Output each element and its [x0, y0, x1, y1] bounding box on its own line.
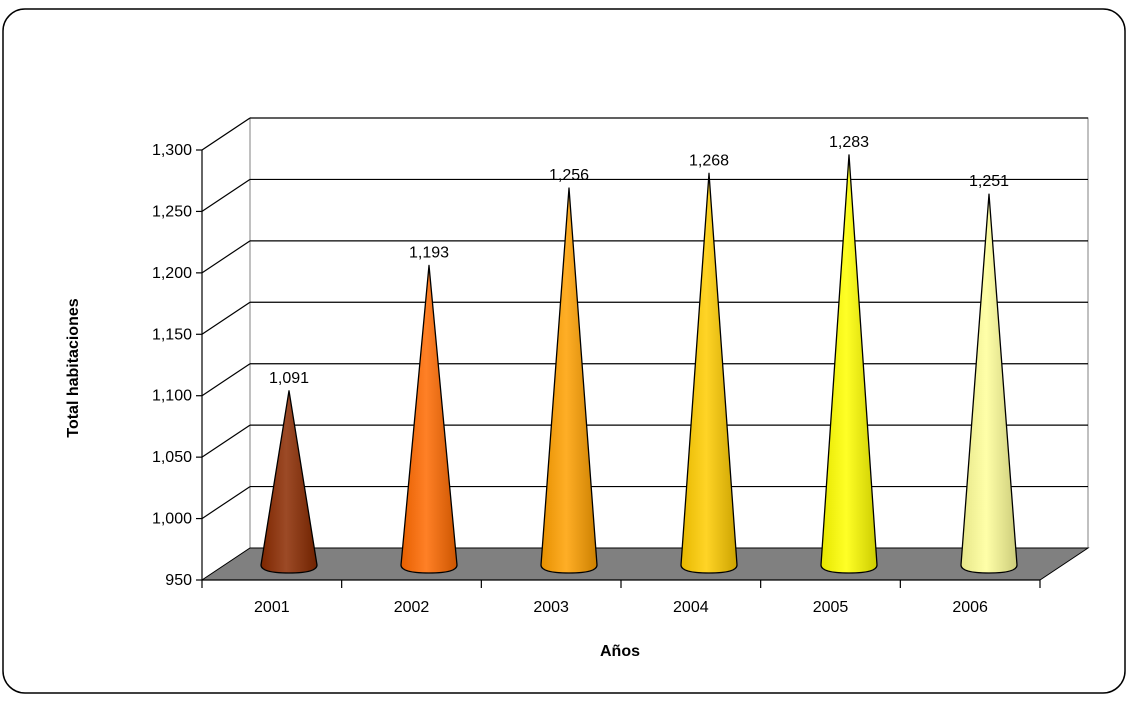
- y-tick-label: 1,300: [152, 142, 192, 159]
- x-tick-label: 2004: [673, 599, 709, 616]
- x-tick-label: 2005: [813, 599, 849, 616]
- y-axis-title: Total habitaciones: [65, 298, 82, 437]
- y-tick-label: 1,100: [152, 388, 192, 405]
- y-tick-label: 1,000: [152, 511, 192, 528]
- data-label: 1,256: [549, 167, 589, 184]
- data-label: 1,091: [269, 370, 309, 387]
- x-tick-label: 2002: [394, 599, 430, 616]
- x-tick-label: 2001: [254, 599, 290, 616]
- y-tick-label: 1,200: [152, 265, 192, 282]
- x-tick-label: 2003: [533, 599, 569, 616]
- data-label: 1,268: [689, 152, 729, 169]
- x-tick-label: 2006: [952, 599, 988, 616]
- y-tick-label: 1,150: [152, 326, 192, 343]
- data-label: 1,193: [409, 244, 449, 261]
- y-tick-label: 1,050: [152, 449, 192, 466]
- y-tick-label: 1,250: [152, 203, 192, 220]
- side-wall: [202, 118, 250, 580]
- data-label: 1,251: [969, 173, 1009, 190]
- x-axis-title: Años: [600, 643, 640, 660]
- data-label: 1,283: [829, 134, 869, 151]
- back-wall: [250, 118, 1088, 548]
- floor: [202, 548, 1088, 580]
- y-tick-label: 950: [165, 572, 192, 589]
